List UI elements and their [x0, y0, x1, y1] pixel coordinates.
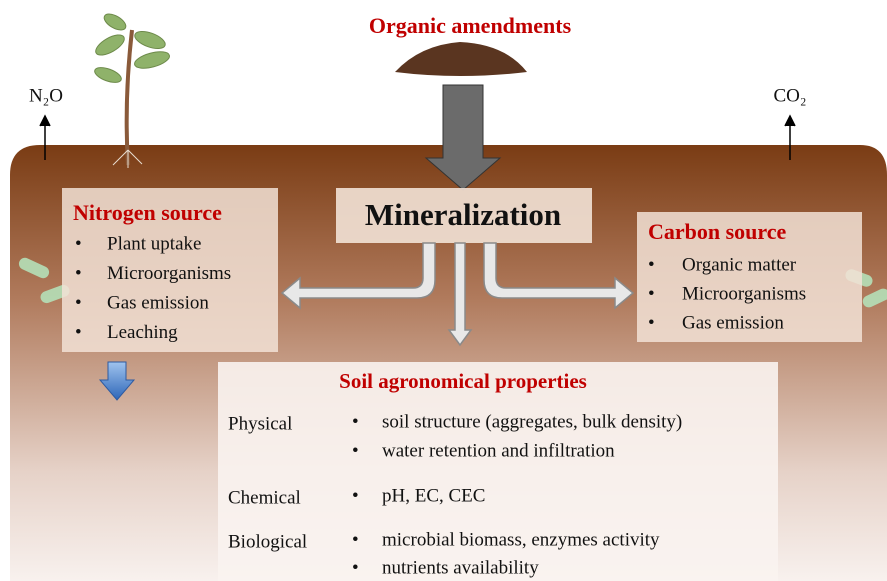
list-item: water retention and infiltration — [382, 440, 615, 461]
gas-label: CO₂ — [773, 85, 806, 106]
diagram: Organic amendments N₂O CO₂ Mineralizatio… — [0, 0, 887, 581]
list-item: Gas emission — [107, 292, 209, 313]
gas-label: N₂O — [29, 85, 63, 106]
bullet: • — [75, 233, 82, 254]
group-label: Biological — [228, 531, 307, 552]
center-label: Mineralization — [365, 197, 561, 232]
group-label: Physical — [228, 413, 292, 434]
bullet: • — [648, 312, 655, 333]
list-item: Organic matter — [682, 254, 797, 275]
plant — [93, 11, 172, 168]
section-title: Soil agronomical properties — [339, 369, 587, 393]
compost — [395, 42, 527, 76]
list-item: nutrients availability — [382, 557, 539, 578]
bullet: • — [352, 485, 359, 506]
list-item: pH, EC, CEC — [382, 485, 485, 506]
bullet: • — [352, 440, 359, 461]
list-item: Leaching — [107, 322, 178, 343]
list-item: Microorganisms — [682, 283, 806, 304]
list-item: soil structure (aggregates, bulk density… — [382, 411, 682, 432]
bullet: • — [648, 254, 655, 275]
bullet: • — [352, 557, 359, 578]
section-title: Nitrogen source — [73, 200, 222, 225]
list-item: Gas emission — [682, 312, 784, 333]
bullet: • — [75, 292, 82, 313]
bullet: • — [352, 411, 359, 432]
bullet: • — [352, 529, 359, 550]
group-label: Chemical — [228, 487, 301, 508]
bullet: • — [75, 322, 82, 343]
bullet: • — [75, 263, 82, 284]
list-item: microbial biomass, enzymes activity — [382, 529, 660, 550]
list-item: Plant uptake — [107, 233, 201, 254]
list-item: Microorganisms — [107, 263, 231, 284]
bullet: • — [648, 283, 655, 304]
title: Organic amendments — [369, 13, 572, 38]
section-title: Carbon source — [648, 219, 787, 244]
